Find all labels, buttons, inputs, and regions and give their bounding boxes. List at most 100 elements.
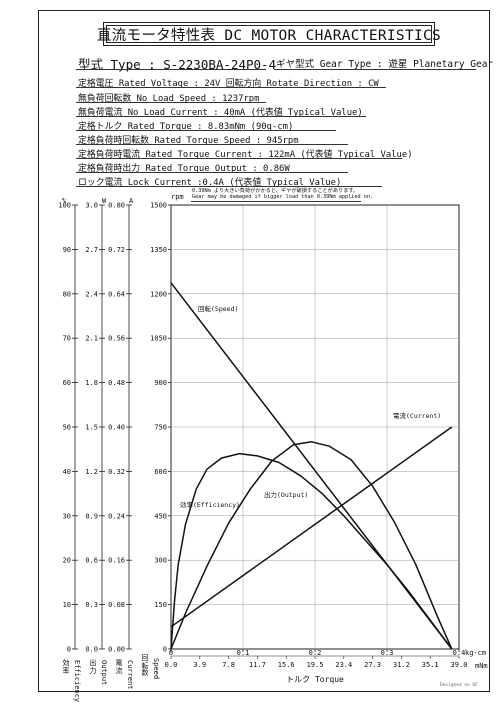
gear-warning-en: Gear may be damaged if bigger load than … (192, 194, 374, 200)
x-tick-label-mnm: 15.6 (278, 661, 295, 669)
x-tick-label-mnm: 3.9 (193, 661, 206, 669)
series-label: 出力(Output) (264, 490, 308, 499)
axis-title-output-en: Output (100, 660, 108, 686)
tick-label-efficiency: 80 (63, 290, 71, 298)
axis-title-efficiency-en: Efficiency (73, 660, 81, 703)
model-underline (76, 69, 266, 70)
unit-current: A (129, 197, 134, 205)
tick-label-output: 0.0 (85, 646, 98, 654)
tick-label-current: 0.00 (108, 646, 125, 654)
series-label: 回転(Speed) (198, 305, 238, 313)
tick-label-efficiency: 70 (63, 335, 71, 343)
tick-label-efficiency: 20 (63, 557, 71, 565)
tick-label-speed: 0 (163, 646, 167, 654)
tick-label-current: 0.64 (108, 290, 125, 298)
tick-label-output: 0.6 (85, 557, 98, 565)
model-type: 型式 Type : S-2230BA-24P0-4 (78, 57, 277, 72)
tick-label-output: 2.4 (85, 290, 98, 298)
spec-rated-torque-current: 定格負荷時電流 Rated Torque Current : 122mA (代表… (78, 150, 413, 160)
axis-title-speed-en: Speed (152, 658, 160, 680)
tick-label-output: 3.0 (85, 202, 98, 210)
tick-label-current: 0.40 (108, 424, 125, 432)
tick-label-speed: 750 (154, 424, 167, 432)
spec-underline (76, 158, 402, 159)
spec-underline (76, 186, 382, 187)
x-tick-label-kgcm: 0 (169, 649, 173, 657)
spec-rated-voltage: 定格電圧 Rated Voltage : 24V 回転方向 Rotate Dir… (78, 79, 379, 89)
x-tick-label-mnm: 39.0 (451, 661, 468, 669)
unit-output: W (102, 197, 107, 205)
gear-warning-jp: 0.39Nm より大きい負荷がかかると、ギヤが破損することがあります。 (192, 188, 359, 194)
spec-rated-torque: 定格トルク Rated Torque : 8.83mNm (90g-cm) (78, 122, 294, 132)
tick-label-current: 0.56 (108, 335, 125, 343)
spec-rated-torque-speed: 定格負荷時回転数 Rated Torque Speed : 945rpm (78, 136, 299, 146)
unit-speed: rpm (171, 193, 184, 201)
tick-label-speed: 1050 (150, 335, 167, 343)
x-tick-label-kgcm: 0.2 (309, 649, 322, 657)
tick-label-current: 0.24 (108, 512, 125, 520)
sheet-border (38, 10, 490, 692)
spec-underline (76, 144, 348, 145)
tick-label-output: 2.1 (85, 335, 98, 343)
spec-underline (76, 130, 336, 131)
x-tick-label-mnm: 31.2 (393, 661, 410, 669)
axis-title-current-jp: 電流 (115, 659, 123, 675)
tick-label-efficiency: 40 (63, 468, 71, 476)
tick-label-current: 0.80 (108, 202, 125, 210)
spec-underline (76, 116, 366, 117)
tick-label-speed: 450 (154, 512, 167, 520)
tick-label-efficiency: 0 (67, 646, 71, 654)
unit-torque-kgcm: kg-cm (465, 649, 487, 657)
axis-title-speed-jp: 回転数 (141, 654, 149, 677)
x-tick-label-kgcm: 0.4 (453, 649, 466, 657)
tick-label-current: 0.48 (108, 379, 125, 387)
warning-underline (191, 201, 361, 202)
tick-label-output: 0.9 (85, 512, 98, 520)
spec-no-load-current: 無負荷電流 No Load Current : 40mA (代表値 Typica… (78, 108, 363, 118)
tick-label-output: 2.7 (85, 246, 98, 254)
current-line (170, 426, 453, 628)
tick-label-speed: 900 (154, 379, 167, 387)
x-tick-label-mnm: 0.0 (165, 661, 178, 669)
tick-label-speed: 1500 (150, 202, 167, 210)
x-tick-label-kgcm: 0.3 (381, 649, 394, 657)
tick-label-current: 0.72 (108, 246, 125, 254)
x-tick-label-mnm: 27.3 (364, 661, 381, 669)
tick-label-efficiency: 10 (63, 601, 71, 609)
x-axis-title: トルク Torque (286, 675, 344, 684)
gear-type: ギヤ型式 Gear Type : 遊星 Planetary Gear (276, 59, 494, 70)
tick-label-speed: 1350 (150, 246, 167, 254)
spec-rated-torque-output: 定格負荷時出力 Rated Torque Output : 0.86W (78, 164, 290, 174)
tick-label-current: 0.08 (108, 601, 125, 609)
tick-label-efficiency: 30 (63, 512, 71, 520)
tick-label-speed: 1200 (150, 290, 167, 298)
page-title: 直流モータ特性表 DC MOTOR CHARACTERISTICS (96, 27, 442, 44)
tick-label-speed: 300 (154, 557, 167, 565)
axis-title-output-jp: 出力 (89, 659, 97, 675)
axis-title-current-en: Current (126, 660, 134, 690)
tick-label-output: 0.3 (85, 601, 98, 609)
tick-label-efficiency: 100 (58, 202, 71, 210)
x-tick-label-kgcm: 0.1 (237, 649, 250, 657)
tick-label-output: 1.8 (85, 379, 98, 387)
x-tick-label-mnm: 11.7 (249, 661, 266, 669)
speed-line (170, 282, 453, 650)
series-label: 電流(Current) (393, 411, 441, 420)
x-tick-label-mnm: 7.8 (222, 661, 235, 669)
axis-title-efficiency-jp: 効率 (62, 659, 70, 675)
x-tick-label-mnm: 19.5 (307, 661, 324, 669)
unit-torque-mnm: mNm (475, 662, 488, 670)
spec-underline (76, 172, 348, 173)
tick-label-efficiency: 90 (63, 246, 71, 254)
tick-label-current: 0.16 (108, 557, 125, 565)
tick-label-speed: 150 (154, 601, 167, 609)
tick-label-current: 0.32 (108, 468, 125, 476)
unit-efficiency: % (62, 197, 67, 205)
signature: Designed on DF (440, 683, 478, 688)
efficiency-curve (170, 452, 453, 650)
title-inner-border (106, 25, 432, 43)
gear-underline (274, 69, 476, 70)
title-box: 直流モータ特性表 DC MOTOR CHARACTERISTICS (97, 22, 441, 46)
spec-no-load-speed: 無負荷回転数 No Load Speed : 1237rpm (78, 94, 260, 104)
